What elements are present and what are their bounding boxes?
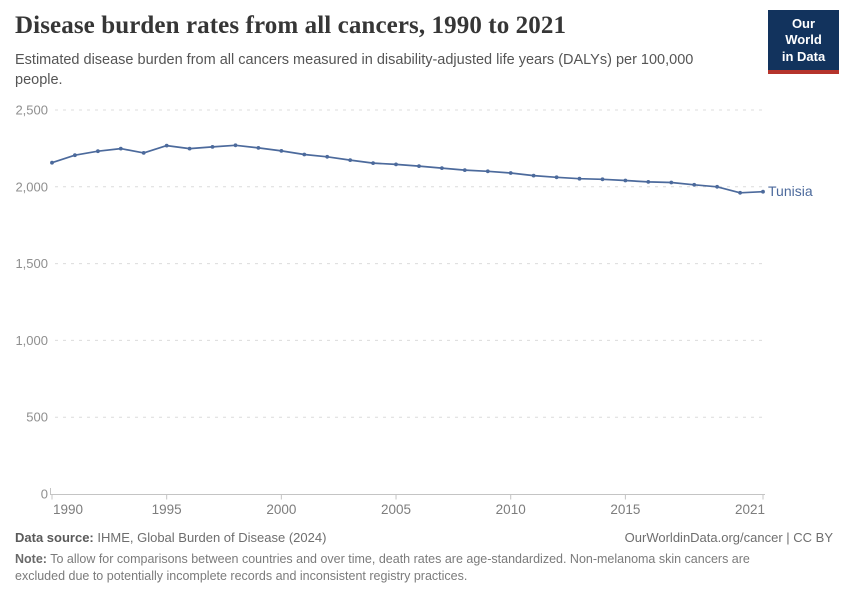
y-tick-label: 2,000 bbox=[15, 179, 48, 194]
data-point[interactable] bbox=[646, 180, 651, 184]
data-point[interactable] bbox=[462, 168, 467, 173]
data-point[interactable] bbox=[233, 143, 238, 148]
trend-line bbox=[51, 144, 764, 194]
data-point[interactable] bbox=[761, 189, 765, 194]
x-tick-label: 2021 bbox=[735, 502, 765, 517]
x-tick-label: 1990 bbox=[53, 502, 83, 517]
data-point[interactable] bbox=[50, 160, 54, 165]
data-point[interactable] bbox=[73, 153, 77, 158]
data-point[interactable] bbox=[394, 162, 398, 167]
data-point[interactable] bbox=[554, 175, 559, 180]
data-point[interactable] bbox=[371, 161, 375, 166]
owid-logo-accent-bar bbox=[768, 69, 839, 74]
data-point[interactable] bbox=[508, 171, 513, 175]
footnote-label: Note: bbox=[15, 552, 47, 566]
footnote: Note: To allow for comparisons between c… bbox=[15, 551, 785, 585]
owid-logo-line1: Our World bbox=[785, 16, 822, 48]
data-point[interactable] bbox=[485, 169, 490, 174]
data-point[interactable] bbox=[692, 182, 697, 187]
data-point[interactable] bbox=[669, 180, 674, 185]
x-tick-label: 2000 bbox=[266, 502, 296, 517]
data-source-text: IHME, Global Burden of Disease (2024) bbox=[93, 530, 327, 545]
data-point[interactable] bbox=[348, 158, 353, 163]
data-point[interactable] bbox=[531, 173, 536, 178]
data-point[interactable] bbox=[440, 166, 444, 171]
owid-logo[interactable]: Our World in Data bbox=[768, 10, 839, 74]
data-point[interactable] bbox=[164, 143, 169, 148]
license-link[interactable]: OurWorldinData.org/cancer | CC BY bbox=[624, 530, 833, 545]
data-point[interactable] bbox=[279, 149, 284, 153]
data-point[interactable] bbox=[715, 184, 719, 189]
data-point[interactable] bbox=[417, 164, 421, 169]
data-point[interactable] bbox=[325, 154, 330, 159]
data-point[interactable] bbox=[96, 149, 100, 154]
y-tick-label: 0 bbox=[41, 487, 48, 502]
x-tick-label: 1995 bbox=[152, 502, 182, 517]
data-point[interactable] bbox=[623, 178, 628, 183]
owid-logo-line2: in Data bbox=[781, 48, 826, 64]
data-point[interactable] bbox=[187, 146, 192, 151]
data-point[interactable] bbox=[738, 190, 742, 195]
series-label[interactable]: Tunisia bbox=[768, 183, 813, 199]
x-tick-label: 2005 bbox=[381, 502, 411, 517]
data-source-label: Data source: bbox=[15, 530, 94, 545]
chart-footer: Data source: IHME, Global Burden of Dise… bbox=[15, 530, 833, 585]
y-tick-label: 1,500 bbox=[15, 256, 48, 271]
data-point[interactable] bbox=[118, 146, 123, 151]
footnote-text: To allow for comparisons between countri… bbox=[15, 552, 750, 583]
y-tick-label: 1,000 bbox=[15, 333, 48, 348]
x-tick-label: 2010 bbox=[496, 502, 526, 517]
x-tick-label: 2015 bbox=[610, 502, 640, 517]
data-point[interactable] bbox=[141, 151, 146, 155]
data-point[interactable] bbox=[600, 177, 605, 182]
owid-logo-box: Our World in Data bbox=[768, 10, 839, 70]
data-point[interactable] bbox=[302, 152, 307, 157]
y-tick-label: 2,500 bbox=[15, 103, 48, 118]
data-point[interactable] bbox=[256, 146, 261, 150]
chart-subtitle: Estimated disease burden from all cancer… bbox=[15, 52, 694, 88]
data-source: Data source: IHME, Global Burden of Dise… bbox=[15, 530, 326, 545]
data-point[interactable] bbox=[210, 145, 215, 149]
page-title: Disease burden rates from all cancers, 1… bbox=[15, 12, 567, 39]
data-point[interactable] bbox=[577, 176, 582, 181]
y-tick-label: 500 bbox=[26, 410, 48, 425]
